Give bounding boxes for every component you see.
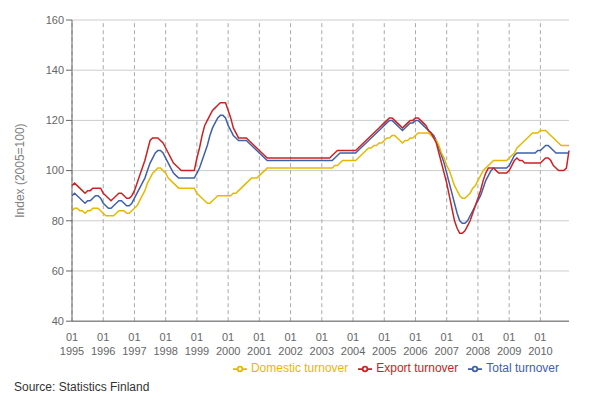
svg-text:012008: 012008: [466, 331, 490, 357]
svg-text:60: 60: [52, 265, 64, 277]
html-text:Domestic turnover: Domestic turnover: [250, 361, 349, 376]
svg-text:012005: 012005: [372, 331, 396, 357]
svg-text:40: 40: [52, 315, 64, 327]
svg-text:012003: 012003: [310, 331, 334, 357]
html-text:Source: Statistics Finland: Source: Statistics Finland: [14, 380, 150, 394]
svg-text:012009: 012009: [497, 331, 521, 357]
svg-text:011997: 011997: [122, 331, 146, 357]
svg-text:012002: 012002: [278, 331, 302, 357]
svg-text:140: 140: [46, 64, 64, 76]
svg-text:012010: 012010: [528, 331, 552, 357]
svg-text:012007: 012007: [434, 331, 458, 357]
svg-text:011995: 011995: [60, 331, 84, 357]
svg-text:120: 120: [46, 114, 64, 126]
svg-text:011998: 011998: [153, 331, 177, 357]
svg-text:160: 160: [46, 14, 64, 26]
svg-text:Index (2005=100): Index (2005=100): [13, 123, 27, 217]
svg-text:011996: 011996: [91, 331, 115, 357]
svg-text:012000: 012000: [216, 331, 240, 357]
svg-text:100: 100: [46, 164, 64, 176]
html-text:Export turnover: Export turnover: [376, 361, 459, 376]
svg-text:011999: 011999: [185, 331, 209, 357]
svg-text:80: 80: [52, 215, 64, 227]
svg-text:012006: 012006: [403, 331, 427, 357]
html-text:Total turnover: Total turnover: [486, 361, 559, 376]
svg-text:012001: 012001: [247, 331, 271, 357]
svg-text:012004: 012004: [341, 331, 365, 357]
